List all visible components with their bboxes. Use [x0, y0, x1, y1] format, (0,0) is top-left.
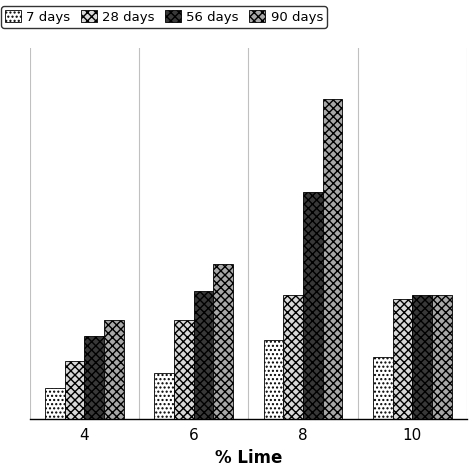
Bar: [432, 295, 452, 419]
Bar: [65, 361, 84, 419]
Bar: [373, 357, 393, 419]
Bar: [303, 192, 323, 419]
Bar: [323, 100, 342, 419]
X-axis label: % Lime: % Lime: [215, 449, 282, 467]
Bar: [412, 295, 432, 419]
Legend: 7 days, 28 days, 56 days, 90 days: 7 days, 28 days, 56 days, 90 days: [1, 6, 327, 27]
Bar: [194, 291, 213, 419]
Bar: [45, 388, 65, 419]
Bar: [213, 264, 233, 419]
Bar: [155, 374, 174, 419]
Bar: [393, 299, 412, 419]
Bar: [174, 320, 194, 419]
Bar: [264, 340, 283, 419]
Bar: [283, 295, 303, 419]
Bar: [84, 337, 104, 419]
Bar: [104, 320, 124, 419]
